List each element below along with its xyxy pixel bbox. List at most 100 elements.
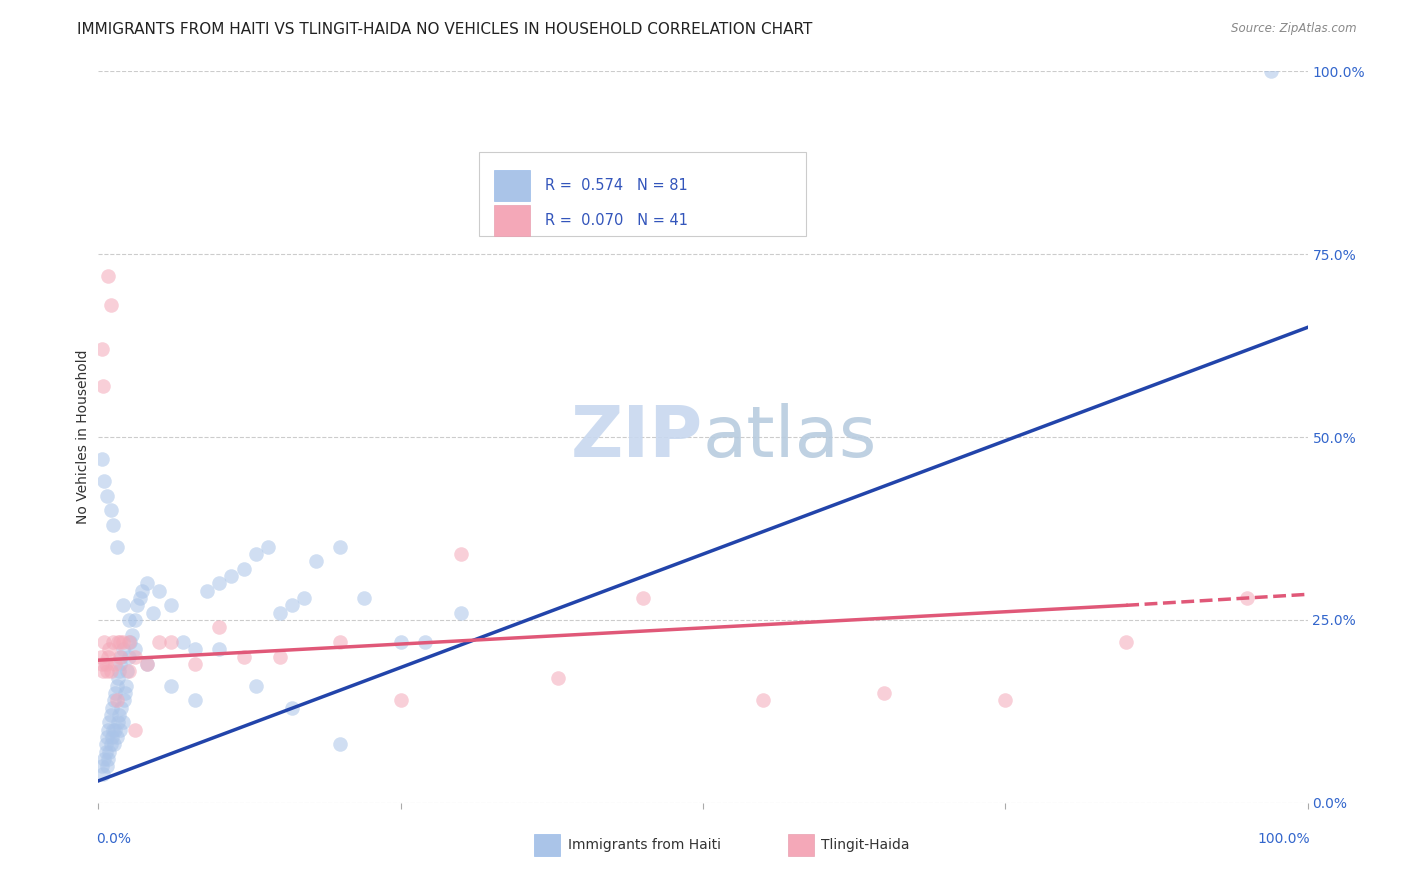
Point <box>232 562 254 576</box>
Point <box>111 635 134 649</box>
Point <box>111 715 134 730</box>
Point <box>329 540 352 554</box>
Point <box>100 730 122 744</box>
Point <box>121 627 143 641</box>
Point <box>128 591 150 605</box>
Point <box>91 664 114 678</box>
Text: 0.0%: 0.0% <box>96 832 131 846</box>
Point <box>127 599 149 613</box>
Point <box>124 613 146 627</box>
Point <box>94 657 117 671</box>
Point <box>160 635 183 649</box>
Point <box>148 583 170 598</box>
Point <box>93 474 115 488</box>
Point <box>101 635 124 649</box>
Point <box>104 723 127 737</box>
Point <box>112 693 135 707</box>
Point <box>107 715 129 730</box>
Point <box>305 554 328 568</box>
Point <box>281 599 304 613</box>
Point <box>94 737 117 751</box>
Point <box>994 693 1017 707</box>
FancyBboxPatch shape <box>479 152 806 235</box>
Point <box>269 606 291 620</box>
Point <box>413 635 436 649</box>
Point <box>100 700 122 714</box>
Point <box>329 635 352 649</box>
Point <box>91 657 114 671</box>
Point <box>105 730 128 744</box>
Bar <box>534 834 561 856</box>
Point <box>96 730 118 744</box>
Point <box>100 503 122 517</box>
Y-axis label: No Vehicles in Household: No Vehicles in Household <box>76 350 90 524</box>
Point <box>631 591 654 605</box>
Point <box>108 649 131 664</box>
Point <box>1236 591 1258 605</box>
Point <box>245 547 267 561</box>
Point <box>114 686 136 700</box>
Point <box>98 745 121 759</box>
Point <box>108 723 131 737</box>
Point <box>547 672 569 686</box>
Point <box>195 583 218 598</box>
Point <box>111 599 134 613</box>
Point <box>281 700 304 714</box>
Point <box>91 452 114 467</box>
Point <box>108 708 131 723</box>
Text: Source: ZipAtlas.com: Source: ZipAtlas.com <box>1232 22 1357 36</box>
Point <box>160 679 183 693</box>
Point <box>97 649 120 664</box>
Point <box>184 657 207 671</box>
Point <box>103 737 125 751</box>
Bar <box>787 834 814 856</box>
Text: Tlingit-Haida: Tlingit-Haida <box>821 838 910 852</box>
Point <box>450 606 472 620</box>
Point <box>142 606 165 620</box>
Point <box>90 649 112 664</box>
Point <box>245 679 267 693</box>
Point <box>148 635 170 649</box>
Text: R =  0.574   N = 81: R = 0.574 N = 81 <box>544 178 688 193</box>
Point <box>100 708 122 723</box>
Point <box>100 737 122 751</box>
Point <box>105 679 128 693</box>
Point <box>108 664 131 678</box>
Point <box>98 715 121 730</box>
Point <box>135 657 157 671</box>
Point <box>108 657 131 671</box>
Point <box>1115 635 1137 649</box>
Point <box>124 723 146 737</box>
Point <box>873 686 896 700</box>
Point <box>93 635 115 649</box>
Point <box>96 664 118 678</box>
Point <box>93 752 115 766</box>
Point <box>110 649 132 664</box>
Text: ZIP: ZIP <box>571 402 703 472</box>
Point <box>389 635 412 649</box>
Point <box>118 613 141 627</box>
Text: Immigrants from Haiti: Immigrants from Haiti <box>568 838 720 852</box>
Point <box>97 752 120 766</box>
Point <box>135 576 157 591</box>
Point <box>292 591 315 605</box>
Point <box>184 642 207 657</box>
Point <box>118 649 141 664</box>
Point <box>118 664 141 678</box>
Bar <box>494 205 530 236</box>
Point <box>91 759 114 773</box>
Point <box>172 635 194 649</box>
Point <box>353 591 375 605</box>
Point <box>184 693 207 707</box>
Point <box>91 343 114 357</box>
Bar <box>494 170 530 201</box>
Point <box>124 649 146 664</box>
Text: 100.0%: 100.0% <box>1257 832 1310 846</box>
Point <box>329 737 352 751</box>
Point <box>131 583 153 598</box>
Text: atlas: atlas <box>703 402 877 472</box>
Text: R =  0.070   N = 41: R = 0.070 N = 41 <box>544 213 688 228</box>
Point <box>96 759 118 773</box>
Point <box>117 664 139 678</box>
Point <box>221 569 243 583</box>
